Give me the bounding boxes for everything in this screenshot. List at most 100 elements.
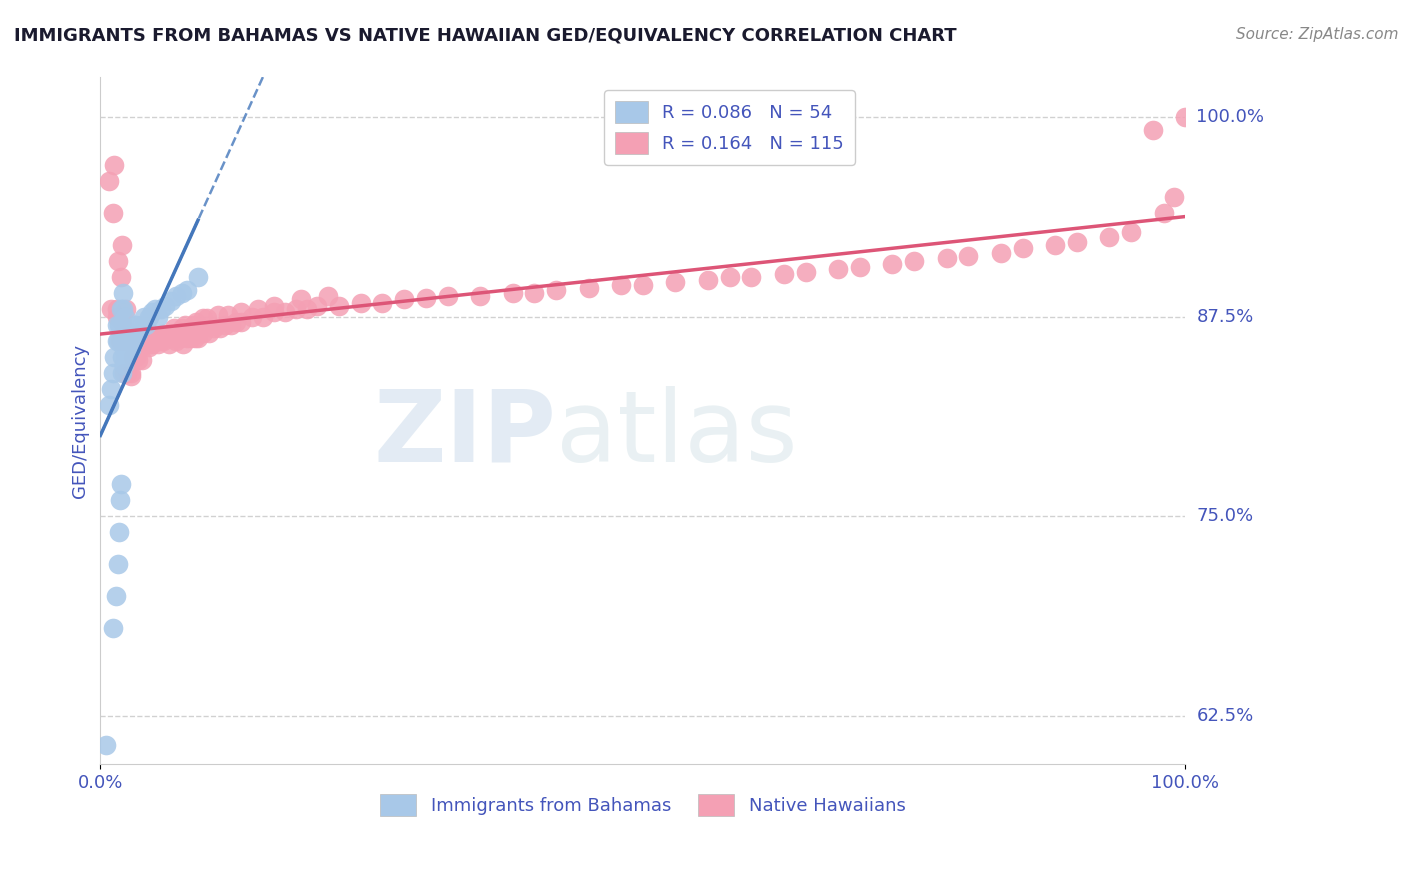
Point <box>141 337 163 351</box>
Point <box>1119 225 1142 239</box>
Point <box>1011 241 1033 255</box>
Point <box>124 326 146 340</box>
Point <box>231 315 253 329</box>
Point <box>98 174 121 188</box>
Legend: Immigrants from Bahamas, Native Hawaiians: Immigrants from Bahamas, Native Hawaiian… <box>373 787 912 823</box>
Point <box>107 525 129 540</box>
Point <box>957 249 980 263</box>
Point <box>664 275 686 289</box>
Point <box>436 289 458 303</box>
Point <box>111 350 134 364</box>
Point <box>240 310 263 324</box>
Point <box>111 334 134 348</box>
Point <box>131 318 153 332</box>
Point <box>143 334 166 348</box>
Point <box>118 326 141 340</box>
Point <box>120 342 142 356</box>
Point <box>1142 123 1164 137</box>
Point <box>1043 238 1066 252</box>
Point <box>174 318 197 332</box>
Point <box>107 334 129 348</box>
Point <box>112 358 135 372</box>
Point <box>141 305 163 319</box>
Point <box>117 326 139 340</box>
Point <box>578 281 600 295</box>
Point <box>104 589 127 603</box>
Point <box>176 331 198 345</box>
Point <box>328 299 350 313</box>
Point <box>176 283 198 297</box>
Point <box>143 301 166 316</box>
Point <box>125 318 148 332</box>
Point <box>103 158 125 172</box>
Point <box>157 337 180 351</box>
Point <box>827 262 849 277</box>
Text: 62.5%: 62.5% <box>1197 707 1254 725</box>
Point <box>107 254 129 268</box>
Point <box>135 337 157 351</box>
Point <box>150 301 173 316</box>
Point <box>415 291 437 305</box>
Point <box>122 326 145 340</box>
Point <box>110 270 132 285</box>
Point <box>138 310 160 324</box>
Point <box>120 366 142 380</box>
Point <box>990 246 1012 260</box>
Point <box>103 350 125 364</box>
Point <box>111 318 134 332</box>
Y-axis label: GED/Equivalency: GED/Equivalency <box>72 343 89 498</box>
Point <box>610 277 633 292</box>
Point <box>128 342 150 356</box>
Point <box>740 270 762 285</box>
Point <box>468 289 491 303</box>
Point <box>125 350 148 364</box>
Point <box>544 283 567 297</box>
Point <box>112 301 135 316</box>
Point <box>193 311 215 326</box>
Point <box>181 318 204 332</box>
Point <box>132 331 155 345</box>
Point <box>136 331 159 345</box>
Point <box>180 331 202 345</box>
Point <box>202 321 225 335</box>
Point <box>111 238 134 252</box>
Text: Source: ZipAtlas.com: Source: ZipAtlas.com <box>1236 27 1399 42</box>
Text: 87.5%: 87.5% <box>1197 308 1254 326</box>
Point <box>214 318 236 332</box>
Point <box>117 342 139 356</box>
Point <box>187 331 209 345</box>
Point <box>195 311 218 326</box>
Point <box>193 326 215 340</box>
Point <box>108 334 131 348</box>
Point <box>139 337 162 351</box>
Point <box>207 308 229 322</box>
Point <box>121 334 143 348</box>
Point <box>120 368 142 383</box>
Point <box>187 270 209 285</box>
Point <box>882 257 904 271</box>
Point <box>184 331 207 345</box>
Point <box>160 331 183 345</box>
Point <box>208 321 231 335</box>
Point <box>523 285 546 300</box>
Point <box>114 334 136 348</box>
Point <box>284 301 307 316</box>
Point <box>108 493 131 508</box>
Point <box>198 326 221 340</box>
Point <box>131 353 153 368</box>
Point <box>105 318 128 332</box>
Point <box>110 477 132 491</box>
Point <box>132 310 155 324</box>
Point <box>111 366 134 380</box>
Point <box>105 334 128 348</box>
Point <box>152 334 174 348</box>
Point <box>112 285 135 300</box>
Point <box>165 334 187 348</box>
Point <box>217 308 239 322</box>
Point <box>392 293 415 307</box>
Point <box>502 285 524 300</box>
Point <box>316 289 339 303</box>
Point <box>150 331 173 345</box>
Point <box>122 350 145 364</box>
Point <box>903 254 925 268</box>
